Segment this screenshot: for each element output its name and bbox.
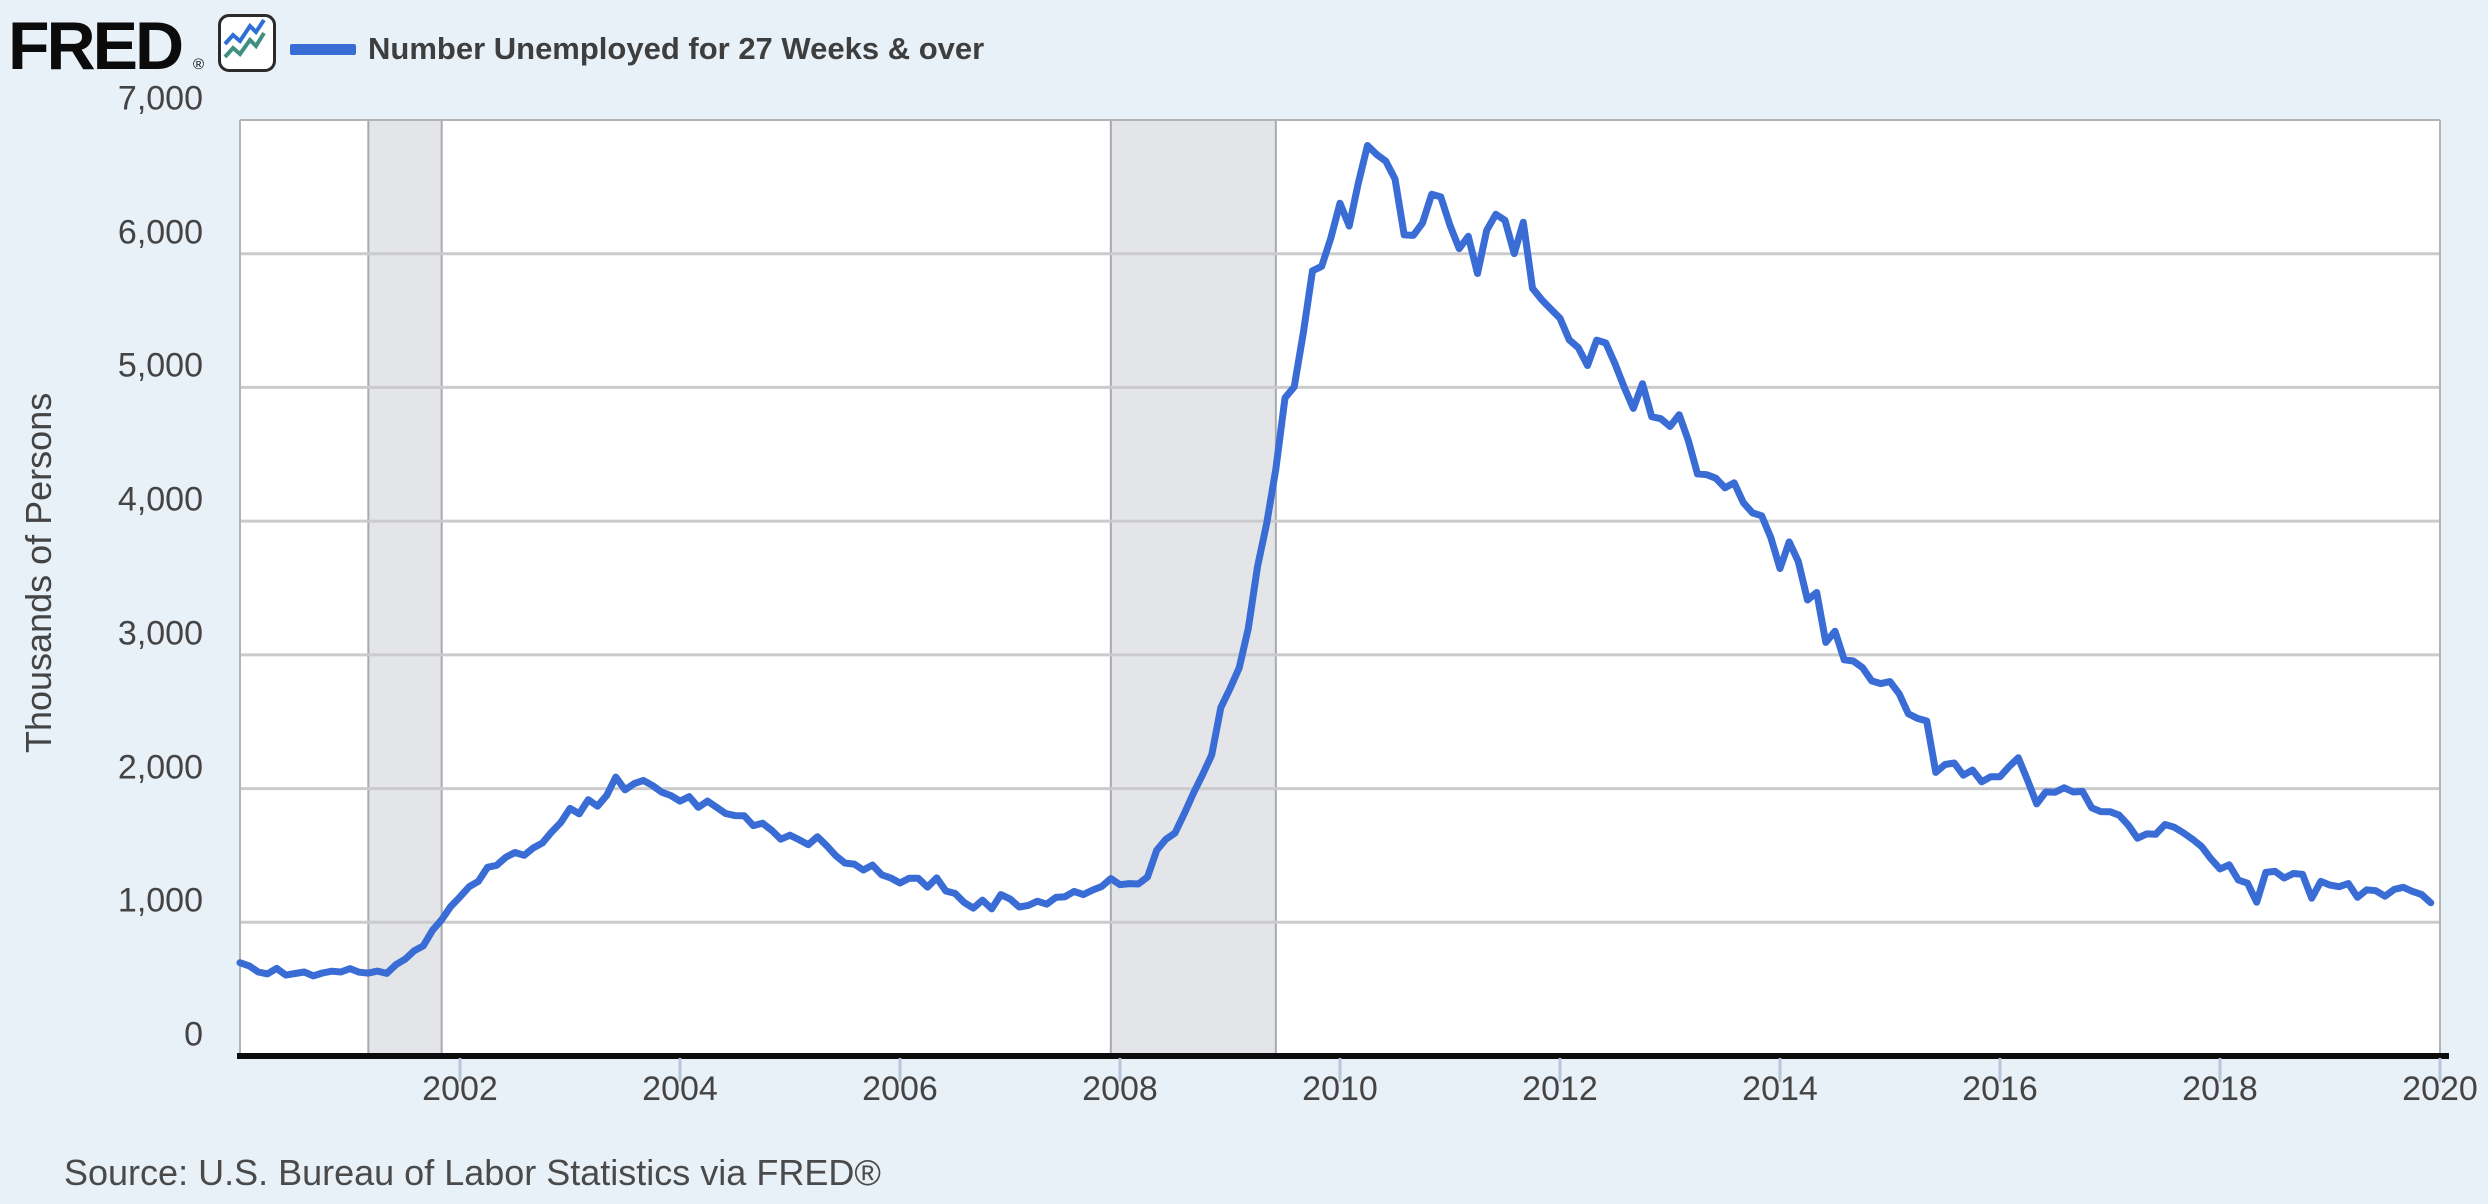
- x-tick-label: 2004: [642, 1070, 718, 1108]
- x-tick-label: 2014: [1742, 1070, 1818, 1108]
- y-tick-label: 0: [184, 1015, 203, 1054]
- y-tick-label: 4,000: [117, 480, 203, 519]
- fred-line-chart-icon: [218, 14, 276, 72]
- y-axis-title: Thousands of Persons: [18, 392, 59, 753]
- y-tick-label: 6,000: [117, 213, 203, 252]
- y-tick-label: 2,000: [117, 748, 203, 787]
- x-tick-label: 2018: [2182, 1070, 2258, 1108]
- data-line-unemployed-27-weeks: [236, 142, 2435, 980]
- y-tick-label: 7,000: [117, 79, 203, 118]
- legend-color-swatch: [290, 44, 356, 55]
- x-tick-label: 2016: [1962, 1070, 2038, 1108]
- legend-series-label: Number Unemployed for 27 Weeks & over: [368, 31, 985, 66]
- x-tick-label: 2002: [422, 1070, 498, 1108]
- x-tick-label: 2010: [1302, 1070, 1378, 1108]
- y-tick-label: 5,000: [117, 346, 203, 385]
- x-tick-label: 2020: [2402, 1070, 2478, 1108]
- x-axis-line: [237, 1053, 2449, 1059]
- x-tick-label: 2008: [1082, 1070, 1158, 1108]
- recession-band: [368, 120, 442, 1056]
- fred-logo: FRED: [8, 8, 184, 84]
- source-note: Source: U.S. Bureau of Labor Statistics …: [64, 1152, 881, 1193]
- plot-area: [240, 120, 2440, 1056]
- x-tick-label: 2006: [862, 1070, 938, 1108]
- fred-logo-registered-mark: ®: [193, 56, 205, 73]
- y-tick-label: 3,000: [117, 614, 203, 653]
- y-tick-label: 1,000: [117, 881, 203, 920]
- recession-band: [1110, 120, 1276, 1056]
- x-tick-label: 2012: [1522, 1070, 1598, 1108]
